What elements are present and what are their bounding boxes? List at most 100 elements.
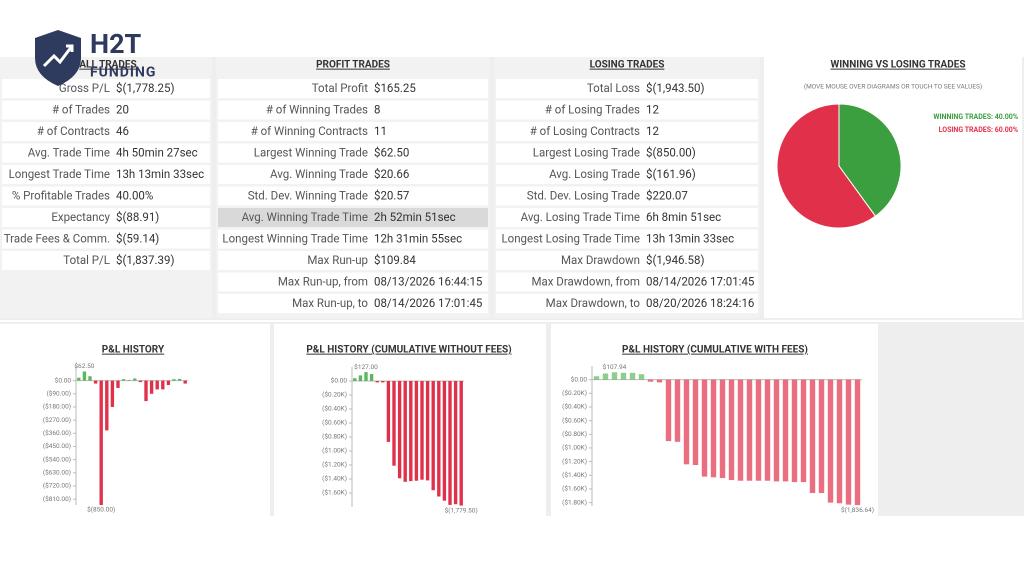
max-label: $62.50 xyxy=(74,362,94,370)
panel-title: PROFIT TRADES xyxy=(316,60,390,71)
row xyxy=(496,79,758,98)
y-tick-label: ($630.00) xyxy=(43,469,71,477)
row-label: # of Winning Trades xyxy=(266,103,368,117)
bar xyxy=(629,372,636,380)
bar xyxy=(99,380,103,505)
row-label: Max Drawdown, from xyxy=(531,275,640,289)
bar xyxy=(138,380,143,383)
row xyxy=(496,143,758,163)
row xyxy=(218,229,488,249)
row xyxy=(2,122,210,141)
row xyxy=(218,165,488,184)
bar xyxy=(431,381,435,491)
row-value: $20.57 xyxy=(374,189,409,203)
row-label: Std. Dev. Losing Trade xyxy=(527,189,640,203)
row-label: Max Run-up, from xyxy=(278,275,368,289)
bar xyxy=(403,381,407,482)
row-value: $165.25 xyxy=(374,81,416,95)
bar xyxy=(459,381,463,506)
bar xyxy=(746,379,753,481)
row-label: Longest Winning Trade Time xyxy=(222,232,368,246)
row-label: Longest Losing Trade Time xyxy=(501,232,640,246)
row-value: $(161.96) xyxy=(646,167,696,181)
row xyxy=(218,100,488,120)
bar xyxy=(358,375,363,381)
row xyxy=(496,165,758,184)
panel-title: LOSING TRADES xyxy=(590,60,665,71)
row xyxy=(2,186,210,206)
y-tick-label: ($1.00K) xyxy=(322,447,347,455)
bar xyxy=(620,372,627,380)
row-label: # of Contracts xyxy=(37,124,110,138)
row-value: 08/14/2026 17:01:45 xyxy=(646,275,755,289)
row-label: Largest Winning Trade xyxy=(254,146,368,160)
bar xyxy=(369,374,374,381)
row-label: # of Winning Contracts xyxy=(251,124,368,138)
row xyxy=(496,294,758,313)
row-value: 12 xyxy=(646,103,659,117)
min-label: $(1,779.50) xyxy=(445,506,478,514)
row-value: 4h 50min 27sec xyxy=(116,146,198,160)
bar xyxy=(133,378,137,381)
y-tick-label: ($1.60K) xyxy=(322,489,347,497)
row-value: $220.07 xyxy=(646,189,688,203)
bar xyxy=(364,372,368,381)
bar xyxy=(719,379,726,478)
y-tick-label: $0.00 xyxy=(571,375,588,383)
row-value: 08/20/2026 18:24:16 xyxy=(646,296,754,310)
bar xyxy=(116,380,120,388)
bar xyxy=(392,381,396,466)
row-value: $(1,943.50) xyxy=(646,81,704,95)
row xyxy=(2,208,210,227)
y-tick-label: ($0.20K) xyxy=(322,391,347,399)
max-label: $127.00 xyxy=(354,363,378,371)
row xyxy=(496,100,758,120)
row-label: # of Losing Contracts xyxy=(530,124,640,138)
y-tick-label: $0.00 xyxy=(331,377,348,385)
row-label: Max Drawdown xyxy=(561,253,640,267)
row-value: 6h 8min 51sec xyxy=(646,210,721,224)
y-tick-label: ($270.00) xyxy=(43,416,71,424)
bar xyxy=(448,381,452,505)
bar xyxy=(77,377,81,381)
bar xyxy=(437,381,441,497)
row xyxy=(2,100,210,120)
y-tick-label: ($450.00) xyxy=(43,442,71,450)
bar xyxy=(593,376,600,380)
bar xyxy=(381,381,385,383)
row xyxy=(496,186,758,206)
y-tick-label: ($0.80K) xyxy=(562,430,587,438)
y-tick-label: $0.00 xyxy=(55,376,72,384)
y-tick-label: ($810.00) xyxy=(43,495,71,503)
y-tick-label: ($0.20K) xyxy=(562,389,587,397)
max-label: $107.94 xyxy=(603,363,627,371)
bar xyxy=(161,380,165,390)
y-tick-label: ($0.80K) xyxy=(322,433,347,441)
row-value: 08/13/2026 16:44:15 xyxy=(374,275,483,289)
chart-title: P&L HISTORY xyxy=(102,345,165,356)
bar xyxy=(755,379,762,481)
legend-entry: LOSING TRADES: 60.00% xyxy=(939,126,1018,134)
bar xyxy=(638,374,645,380)
bar xyxy=(683,379,690,465)
bar xyxy=(414,381,419,481)
row-value: 08/14/2026 17:01:45 xyxy=(374,296,483,310)
row-value: $20.66 xyxy=(374,167,409,181)
bar xyxy=(773,379,780,482)
row xyxy=(2,251,210,270)
bar xyxy=(782,379,789,482)
row-label: % Profitable Trades xyxy=(12,189,110,203)
row-value: $(59.14) xyxy=(116,232,159,246)
bar xyxy=(710,379,717,478)
bar xyxy=(353,378,357,381)
bar xyxy=(611,372,618,380)
row-value: $(88.91) xyxy=(116,210,159,224)
y-tick-label: ($1.00K) xyxy=(562,444,587,452)
row-label: Avg. Losing Trade xyxy=(549,167,640,181)
row xyxy=(2,165,210,184)
row-value: 2h 52min 51sec xyxy=(374,210,456,224)
bar xyxy=(121,379,126,381)
bar xyxy=(177,378,182,381)
brand-name: H2T xyxy=(90,28,142,60)
row-value: 11 xyxy=(374,124,387,138)
